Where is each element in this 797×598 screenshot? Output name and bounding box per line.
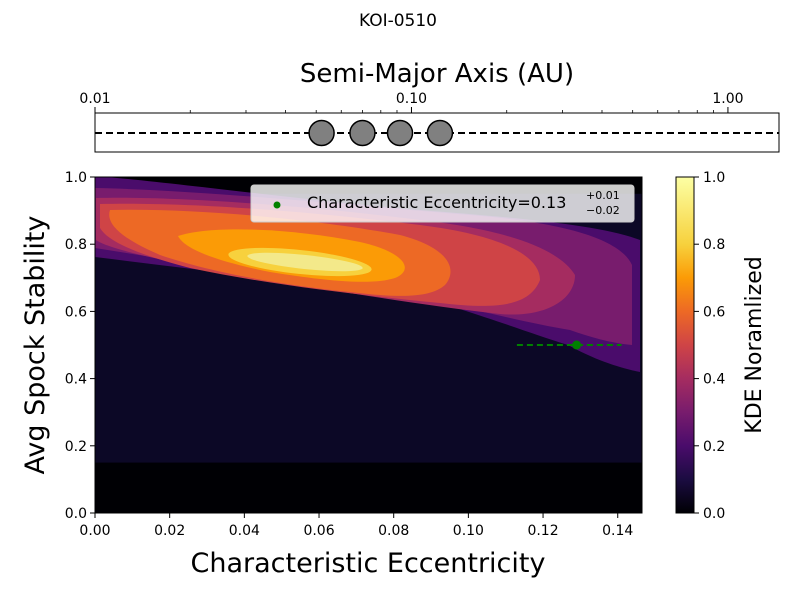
y-tick-label: 0.0: [65, 506, 87, 522]
colorbar-tick-label: 0.0: [703, 506, 725, 522]
y-tick-label: 0.2: [65, 439, 87, 455]
planet-marker: [386, 119, 414, 147]
heatmap-frame: [94, 176, 643, 514]
planet-markers: [308, 119, 454, 147]
x-tick-label: 0.04: [229, 523, 260, 539]
colorbar-bar: [675, 176, 695, 514]
planet-marker: [426, 119, 454, 147]
x-tick-label: 0.10: [453, 523, 484, 539]
top-tick-label: 0.10: [396, 91, 427, 107]
legend-marker: [273, 201, 281, 209]
colorbar-tick-label: 0.8: [703, 237, 725, 253]
colorbar-tick-label: 1.0: [703, 170, 725, 186]
kde-heatmap-panel: 0.00 0.02 0.04 0.06 0.08 0.10 0.12 0.14 0.00.20…: [20, 170, 643, 579]
x-tick-label: 0.12: [527, 523, 558, 539]
planet-marker: [349, 119, 376, 147]
y-tick-label: 0.6: [65, 304, 87, 320]
legend-superscript: +0.01: [586, 189, 620, 202]
contour-level-8: [247, 252, 363, 272]
y-tick-label: 1.0: [65, 170, 87, 186]
legend-subscript: −0.02: [586, 204, 620, 217]
eccentricity-marker: [572, 340, 582, 350]
semimajor-axis-panel: Semi-Major Axis (AU) 0.01 0.10 1.00: [79, 59, 780, 153]
x-tick-label: 0.02: [154, 523, 185, 539]
y-axis-ticks: 0.0 0.2 0.4 0.6 0.8 1.0: [65, 170, 95, 522]
y-axis-label: Avg Spock Stability: [20, 216, 51, 475]
y-tick-label: 0.8: [65, 237, 87, 253]
x-tick-label: 0.08: [378, 523, 409, 539]
x-axis-label: Characteristic Eccentricity: [191, 548, 546, 579]
top-tick-label: 0.01: [79, 91, 110, 107]
colorbar-ticks: 0.0 0.2 0.4 0.6 0.8 1.0: [694, 170, 725, 522]
top-axis-label: Semi-Major Axis (AU): [300, 59, 574, 89]
colorbar-tick-label: 0.4: [703, 372, 725, 388]
legend-box: [250, 184, 635, 223]
colorbar: 0.0 0.2 0.4 0.6 0.8 1.0 KDE Noramlized: [675, 170, 767, 522]
legend: Characteristic Eccentricity=0.13 +0.01 −…: [250, 184, 635, 223]
x-tick-label: 0.00: [79, 523, 110, 539]
x-tick-label: 0.14: [602, 523, 633, 539]
legend-text: Characteristic Eccentricity=0.13: [307, 193, 566, 212]
legend-main-text: Characteristic Eccentricity=0.13: [307, 193, 566, 212]
colorbar-tick-label: 0.6: [703, 304, 725, 320]
y-tick-label: 0.4: [65, 372, 87, 388]
top-tick-label: 1.00: [712, 91, 743, 107]
planet-marker: [308, 119, 335, 147]
x-axis-ticks: 0.00 0.02 0.04 0.06 0.08 0.10 0.12 0.14: [79, 513, 633, 539]
colorbar-label: KDE Noramlized: [742, 256, 767, 433]
figure-title: KOI-0510: [359, 11, 437, 31]
x-tick-label: 0.06: [303, 523, 334, 539]
colorbar-tick-label: 0.2: [703, 439, 725, 455]
top-axis-ticks: 0.01 0.10 1.00: [79, 91, 744, 113]
